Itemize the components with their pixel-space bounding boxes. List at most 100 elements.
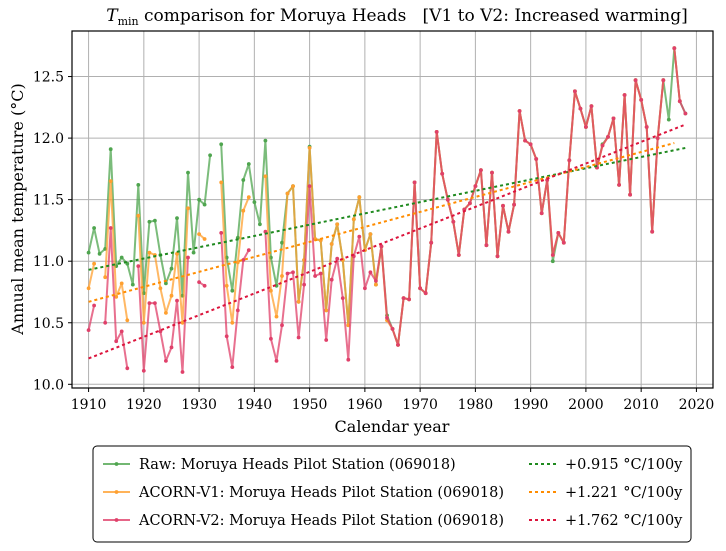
data-point (661, 78, 666, 83)
data-point (224, 334, 229, 339)
data-point (147, 301, 152, 305)
data-point (429, 240, 434, 245)
data-point (164, 359, 168, 363)
data-point (119, 329, 124, 334)
data-point (86, 250, 91, 255)
legend-series-label: ACORN-V1: Moruya Heads Pilot Station (06… (138, 485, 504, 501)
data-point (296, 299, 301, 304)
data-point (672, 46, 677, 51)
data-point (374, 282, 378, 287)
data-point (479, 168, 483, 173)
data-point (119, 281, 124, 286)
data-point (589, 104, 594, 108)
series-3 (86, 46, 688, 374)
data-point (611, 116, 616, 121)
data-point (169, 293, 174, 298)
data-point (291, 270, 295, 275)
data-point (191, 250, 196, 255)
data-point (180, 370, 185, 374)
data-point (119, 255, 124, 260)
data-point (390, 327, 395, 331)
data-point (147, 219, 152, 224)
x-tick-label: 1910 (71, 397, 107, 413)
data-point (324, 308, 329, 313)
data-point (683, 111, 688, 116)
chart-title: Tmin comparison for Moruya Heads [V1 to … (106, 6, 688, 28)
data-point (164, 311, 168, 315)
data-point (313, 274, 317, 278)
chart-title-rest: comparison for Moruya Heads [V1 to V2: I… (139, 6, 688, 26)
data-point (666, 117, 671, 122)
x-tick-label: 1990 (513, 397, 549, 413)
y-tick-label: 10.0 (33, 377, 64, 393)
data-point (407, 297, 411, 302)
data-point (125, 366, 130, 371)
chart-title-subscript: min (118, 15, 139, 28)
x-tick-label: 1960 (347, 397, 383, 413)
data-point (219, 180, 224, 185)
data-point (363, 286, 367, 291)
series-line (87, 305, 96, 331)
x-tick-label: 1940 (237, 397, 273, 413)
data-point (103, 275, 108, 280)
data-point (495, 254, 500, 259)
data-point (357, 234, 362, 239)
data-point (136, 183, 141, 187)
data-point (108, 179, 113, 184)
data-point (169, 266, 174, 271)
data-point (269, 288, 273, 293)
data-point (230, 365, 235, 369)
data-point (158, 329, 163, 334)
legend-series-marker (114, 518, 119, 522)
data-point (92, 261, 96, 266)
data-point (440, 171, 445, 176)
data-point (114, 339, 119, 344)
data-point (639, 98, 644, 102)
data-point (153, 218, 157, 223)
data-point (235, 308, 240, 313)
data-point (274, 359, 279, 363)
data-point (147, 250, 152, 255)
data-point (573, 89, 577, 94)
grid (72, 31, 713, 388)
chart-title-t: T (106, 6, 119, 26)
data-point (241, 178, 246, 182)
data-point (197, 232, 202, 237)
data-point (219, 142, 224, 147)
data-point (374, 279, 378, 283)
data-point (484, 243, 489, 248)
data-point (340, 296, 345, 300)
data-point (307, 184, 312, 189)
data-point (186, 255, 190, 260)
data-point (523, 138, 527, 143)
data-point (141, 320, 146, 325)
data-point (92, 303, 96, 308)
data-point (246, 195, 251, 200)
data-point (169, 345, 174, 350)
data-point (108, 226, 113, 230)
data-point (224, 283, 229, 288)
data-point (628, 192, 632, 197)
data-point (263, 174, 268, 179)
data-point (307, 146, 312, 150)
y-tick-label: 11.0 (33, 254, 64, 270)
data-point (186, 170, 190, 175)
trend-line-1 (88, 146, 686, 271)
y-tick-label: 11.5 (33, 193, 64, 209)
legend-series-label: ACORN-V2: Moruya Heads Pilot Station (06… (138, 513, 504, 529)
series-line (87, 263, 96, 289)
data-point (346, 357, 351, 362)
legend-trend-label: +1.221 °C/100y (565, 485, 683, 501)
data-point (202, 283, 207, 288)
x-tick-label: 1930 (181, 397, 217, 413)
data-point (202, 237, 207, 241)
data-point (423, 291, 428, 296)
data-point (97, 251, 102, 256)
legend-trend-label: +0.915 °C/100y (565, 457, 683, 473)
data-point (130, 282, 135, 287)
data-point (534, 157, 539, 161)
data-point (108, 147, 113, 152)
data-point (241, 258, 246, 262)
data-point (550, 253, 555, 257)
data-point (677, 99, 682, 104)
